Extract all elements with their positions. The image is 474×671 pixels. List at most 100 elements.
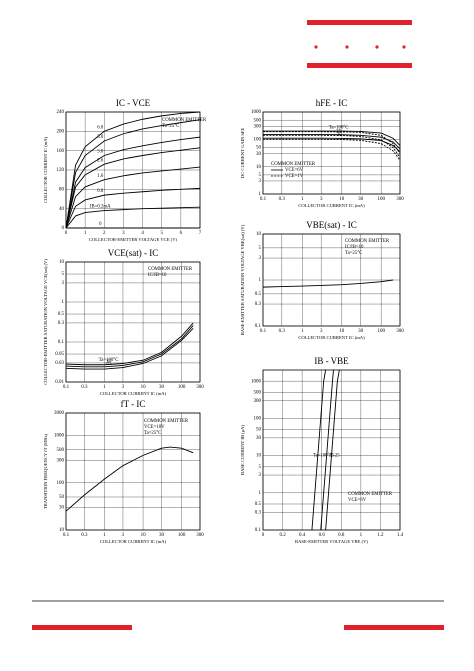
x-tick-label: 300 (396, 329, 404, 334)
annotation: VCE=10V (144, 425, 165, 430)
header-dot (345, 45, 349, 49)
x-tick-label: 300 (396, 197, 404, 202)
series-line (263, 131, 401, 154)
y-tick-label: 0.5 (255, 502, 262, 507)
annotation: IC/IB=10 (148, 273, 167, 278)
x-tick-label: 0.3 (279, 329, 286, 334)
series-label: 6.0 (97, 125, 104, 130)
x-tick-label: 300 (196, 385, 204, 390)
x-axis-label: COLLECTOR CURRENT IC (mA) (298, 203, 365, 208)
x-tick-label: 1 (103, 385, 106, 390)
y-tick-label: 10 (256, 165, 262, 170)
x-axis-label: BASE-EMITTER VOLTAGE VBE (V) (295, 539, 368, 544)
y-tick-label: 1000 (251, 110, 262, 115)
annotation: COMMON EMITTER (148, 267, 193, 272)
x-tick-label: 0.2 (279, 533, 286, 538)
x-tick-label: 3 (122, 231, 125, 236)
y-tick-label: 3 (259, 473, 262, 478)
y-tick-label: 10 (256, 232, 262, 237)
chart-title: IC - VCE (116, 98, 151, 108)
series-line (65, 322, 194, 366)
y-tick-label: 0.1 (255, 528, 262, 533)
y-tick-label: 0.5 (255, 292, 262, 297)
x-tick-label: 1 (301, 197, 304, 202)
footer-bar (344, 625, 444, 630)
x-tick-label: 5 (160, 231, 163, 236)
series-label: Ta=100°C (329, 125, 349, 130)
series-line (65, 187, 201, 229)
annotation: COMMON EMITTER (348, 492, 393, 497)
y-tick-label: 5 (259, 173, 262, 178)
y-tick-label: 200 (57, 129, 65, 134)
series-label: -25 (105, 362, 112, 367)
series-line (263, 130, 401, 146)
x-tick-label: 300 (196, 533, 204, 538)
x-tick-label: 3 (122, 533, 125, 538)
y-axis-label: COLLECTOR-EMITTER SATURATION VOLTAGE VCE… (43, 259, 48, 385)
y-tick-label: 50 (256, 428, 262, 433)
x-tick-label: 100 (178, 533, 186, 538)
x-tick-label: 30 (159, 533, 165, 538)
y-tick-label: 5 (259, 465, 262, 470)
x-tick-label: 1 (84, 231, 87, 236)
y-tick-label: 5 (259, 246, 262, 251)
series-label: IB=0.2mA (90, 205, 111, 210)
y-tick-label: 0.05 (55, 352, 64, 357)
series-line (263, 137, 401, 153)
y-tick-label: 1 (259, 278, 262, 283)
x-tick-label: 1 (360, 533, 363, 538)
series-label: 2.6 (97, 158, 104, 163)
y-axis-label: BASE-EMITTER SATURATION VOLTAGE VBE(sat)… (240, 224, 245, 335)
y-tick-label: 0.01 (55, 380, 64, 385)
series-label: -25 (333, 454, 340, 459)
series-label: Ta=100°C (99, 358, 119, 363)
x-tick-label: 0 (65, 231, 68, 236)
header-dot (314, 45, 318, 49)
x-tick-label: 0.1 (260, 329, 267, 334)
y-tick-label: 0.3 (255, 302, 262, 307)
legend-label: VCE=1V (285, 174, 304, 179)
y-tick-label: 300 (57, 458, 65, 463)
x-tick-label: 0.3 (81, 533, 88, 538)
series-line (65, 147, 201, 229)
header-dot (375, 45, 379, 49)
x-axis-label: COLLECTOR-EMITTER VOLTAGE VCE (V) (89, 237, 178, 242)
x-tick-label: 0.4 (299, 533, 306, 538)
y-tick-label: 100 (57, 481, 65, 486)
series-line (65, 111, 201, 229)
annotation: COMMON EMITTER (162, 118, 207, 123)
series-line (263, 138, 401, 161)
series-label: 0 (99, 222, 102, 227)
series-line (65, 119, 201, 229)
series-label: 25 (106, 360, 111, 365)
y-axis-label: BASE CURRENT IB (μA) (240, 425, 245, 475)
x-tick-label: 7 (199, 231, 202, 236)
x-axis-label: COLLECTOR CURRENT IC (mA) (100, 391, 167, 396)
y-tick-label: 0.03 (55, 361, 64, 366)
x-tick-label: 0.3 (279, 197, 286, 202)
series-line (65, 446, 194, 512)
y-tick-label: 300 (254, 399, 262, 404)
y-tick-label: 0.1 (255, 324, 262, 329)
x-tick-label: 1.4 (397, 533, 404, 538)
x-tick-label: 3 (122, 385, 125, 390)
y-axis-label: DC CURRENT GAIN hFE (240, 128, 245, 179)
series-label: 25 (329, 454, 334, 459)
chart-title: hFE - IC (316, 98, 348, 108)
y-tick-label: 160 (57, 149, 65, 154)
y-tick-label: 30 (256, 436, 262, 441)
y-tick-label: 0.3 (255, 510, 262, 515)
y-tick-label: 5 (62, 272, 65, 277)
x-tick-label: 0.6 (319, 533, 326, 538)
series-line (325, 369, 340, 531)
chart-title: VCE(sat) - IC (108, 248, 159, 258)
x-tick-label: 100 (377, 329, 385, 334)
y-tick-label: 3 (62, 281, 65, 286)
x-tick-label: 0 (262, 533, 265, 538)
x-tick-label: 3 (320, 329, 323, 334)
x-tick-label: 0.8 (338, 533, 345, 538)
y-tick-label: 1000 (54, 434, 65, 439)
y-tick-label: 120 (57, 168, 65, 173)
annotation: Ta=25°C (345, 251, 362, 256)
y-tick-label: 0.1 (58, 340, 65, 345)
